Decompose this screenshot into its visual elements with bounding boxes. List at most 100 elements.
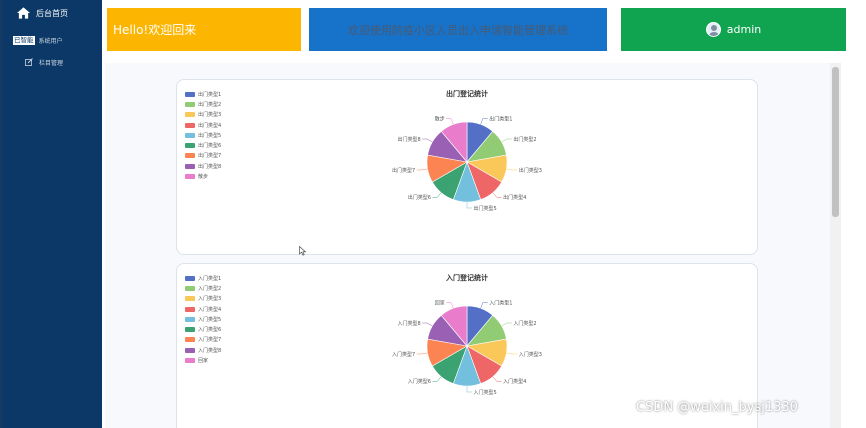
legend-entry[interactable]: 入门类型5 [185, 314, 245, 324]
legend-swatch [185, 174, 195, 180]
pie-slice[interactable] [440, 121, 468, 163]
chart-title: 出门登记统计 [446, 90, 488, 98]
legend-entry[interactable]: 出门类型3 [185, 110, 245, 120]
legend-label: 入门类型8 [198, 347, 222, 354]
slice-label: 出门类型3 [519, 167, 542, 174]
legend-label: 回家 [198, 358, 209, 365]
slice-label-line [480, 118, 488, 125]
legend-label: 散步 [198, 174, 209, 181]
watermark: CSDN @weixin_bysj1330 [636, 400, 798, 415]
avatar[interactable] [705, 22, 721, 37]
chart-title: 入门登记统计 [446, 274, 488, 282]
legend-swatch [185, 122, 195, 128]
slice-label: 出门类型2 [513, 136, 536, 143]
slice-label: 入门类型3 [519, 351, 542, 358]
content-area: 出门登记统计 出门类型1 出门类型2 出门类型3 出门类型4 出门类型5 出门类型6 出门类… [105, 63, 841, 428]
slice-label: 入门类型2 [513, 320, 536, 327]
slice-label-line [422, 322, 433, 327]
slice-label-line [422, 138, 433, 143]
slice-label-line [506, 168, 518, 171]
legend-swatch [185, 337, 195, 343]
slice-label: 出门类型7 [392, 167, 415, 174]
legend-label: 出门类型2 [198, 101, 222, 108]
legend-label: 出门类型5 [198, 132, 222, 139]
slice-label-line [416, 352, 428, 355]
legend-label: 出门类型6 [198, 143, 222, 150]
mouse-cursor-icon [299, 246, 307, 256]
legend-entry[interactable]: 入门类型6 [185, 324, 245, 334]
sidebar-item-columns-label: 栏目管理 [39, 59, 64, 67]
legend-entry[interactable]: 回家 [185, 355, 245, 365]
legend-entry[interactable]: 出门类型7 [185, 151, 245, 161]
legend-label: 出门类型7 [198, 153, 222, 160]
hello-text: Hello!欢迎回来 [113, 23, 197, 37]
sidebar-item-home-label: 后台首页 [36, 8, 68, 18]
scrollbar-thumb[interactable] [832, 67, 839, 217]
slice-label-line [432, 192, 442, 198]
slice-label: 出门类型6 [408, 194, 431, 201]
legend-entry[interactable]: 出门类型1 [185, 89, 245, 99]
legend-entry[interactable]: 出门类型6 [185, 140, 245, 150]
legend-swatch [185, 101, 195, 107]
slice-label: 出门类型8 [397, 136, 420, 143]
legend-label: 入门类型1 [198, 275, 222, 282]
slice-label-line [416, 168, 428, 171]
pie-chart: 入门类型1 入门类型2 入门类型3 入门类型4 入门类型5 入门类型6 入门类型7 入门类型8… [392, 300, 542, 396]
pie-chart: 出门类型1 出门类型2 出门类型3 出门类型4 出门类型5 出门类型6 出门类型7 出门类型8… [392, 116, 542, 212]
legend-label: 入门类型5 [198, 316, 222, 323]
legend-label: 出门类型4 [198, 122, 222, 129]
slice-label-line [446, 302, 454, 309]
slice-label: 出门类型4 [503, 194, 526, 201]
slice-label: 入门类型6 [408, 378, 431, 385]
legend-entry[interactable]: 出门类型4 [185, 120, 245, 130]
legend-entry[interactable]: 入门类型3 [185, 294, 245, 304]
legend-label: 入门类型6 [198, 327, 222, 334]
sidebar-item-users[interactable]: 已智能 系统用户 [13, 34, 101, 46]
legend-entry[interactable]: 出门类型8 [185, 161, 245, 171]
hello-banner: Hello!欢迎回来 [107, 8, 301, 51]
legend-entry[interactable]: 散步 [185, 171, 245, 181]
slice-label: 回家 [435, 300, 445, 307]
slice-label-line [501, 322, 512, 327]
entry-chart-card: 入门登记统计 入门类型1 入门类型2 入门类型3 入门类型4 入门类型5 入门类型6 入门类… [176, 263, 758, 428]
sidebar-item-columns[interactable]: 栏目管理 [25, 56, 101, 68]
user-panel[interactable]: admin [621, 8, 846, 51]
slice-label-line [506, 352, 518, 355]
legend-entry[interactable]: 入门类型7 [185, 335, 245, 345]
scrollbar[interactable] [830, 63, 841, 428]
legend-swatch [185, 143, 195, 149]
legend-entry[interactable]: 入门类型8 [185, 345, 245, 355]
legend-entry[interactable]: 入门类型1 [185, 273, 245, 283]
slice-label-line [446, 118, 454, 125]
pie-slice[interactable] [440, 305, 468, 347]
legend-label: 入门类型3 [198, 296, 222, 303]
legend-swatch [185, 306, 195, 312]
legend-entry[interactable]: 入门类型2 [185, 283, 245, 293]
legend-entry[interactable]: 出门类型5 [185, 130, 245, 140]
legend-label: 入门类型4 [198, 306, 222, 313]
legend-swatch [185, 153, 195, 159]
slice-label: 入门类型8 [397, 320, 420, 327]
sidebar-users-tag: 已智能 [13, 35, 35, 45]
slice-label-line [466, 386, 472, 393]
slice-label-line [466, 202, 472, 209]
slice-label: 入门类型4 [503, 378, 526, 385]
legend-entry[interactable]: 出门类型2 [185, 99, 245, 109]
slice-label: 出门类型1 [489, 116, 512, 123]
legend-swatch [185, 327, 195, 333]
legend-label: 入门类型7 [198, 337, 222, 344]
exit-chart-card: 出门登记统计 出门类型1 出门类型2 出门类型3 出门类型4 出门类型5 出门类型6 出门类… [176, 79, 758, 255]
sidebar-item-home[interactable]: 后台首页 [17, 6, 97, 20]
slice-label-line [492, 376, 502, 382]
legend-entry[interactable]: 入门类型4 [185, 304, 245, 314]
legend-swatch [185, 112, 195, 118]
username[interactable]: admin [726, 23, 762, 36]
welcome-text: 欢迎使用防疫小区人员出入申请智能管理系统 [348, 23, 568, 37]
legend-swatch [185, 91, 195, 97]
home-icon [17, 7, 30, 19]
slice-label-line [492, 192, 502, 198]
main-area: Hello!欢迎回来 欢迎使用防疫小区人员出入申请智能管理系统 admin 出门… [102, 0, 866, 428]
edit-icon [25, 58, 33, 66]
slice-label: 入门类型1 [489, 300, 512, 307]
chart-legend: 入门类型1 入门类型2 入门类型3 入门类型4 入门类型5 入门类型6 入门类型7 入门类型8… [185, 273, 245, 366]
